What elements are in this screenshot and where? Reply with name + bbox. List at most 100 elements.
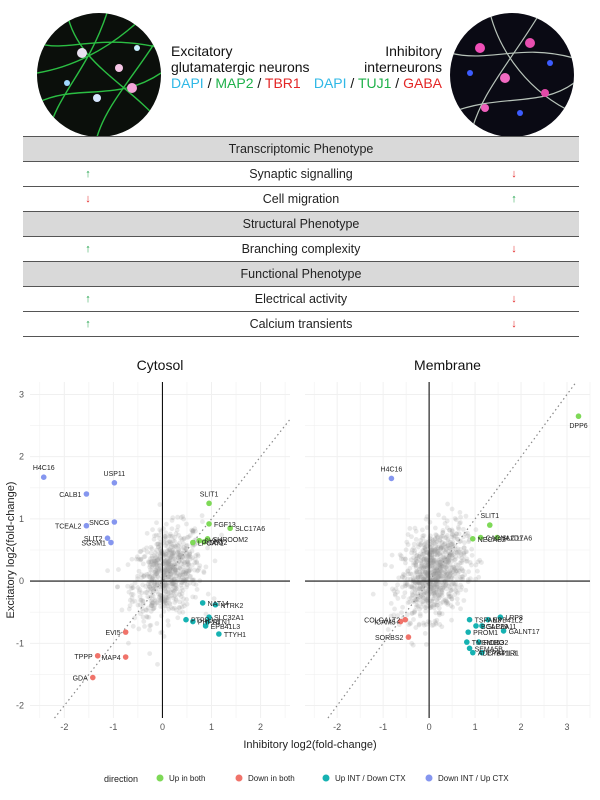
background-point: [432, 552, 438, 557]
background-point: [452, 543, 458, 549]
background-point: [152, 564, 157, 569]
background-point: [442, 544, 448, 550]
background-point: [437, 568, 443, 573]
background-point: [405, 532, 411, 537]
background-point: [168, 563, 174, 568]
background-point: [421, 576, 427, 582]
gene-label: PHF24: [198, 620, 220, 627]
background-point: [429, 585, 434, 590]
background-point: [447, 568, 453, 574]
background-point: [409, 584, 415, 590]
background-point: [418, 585, 424, 591]
background-point: [456, 569, 462, 574]
background-point: [169, 548, 175, 554]
background-point: [136, 589, 142, 595]
data-point: [466, 616, 473, 623]
background-point: [162, 559, 168, 565]
background-point: [441, 584, 447, 590]
background-point: [463, 513, 469, 519]
background-point: [423, 555, 429, 561]
background-point: [147, 581, 153, 587]
background-point: [155, 567, 160, 573]
inhibitory-arrow: ↓: [449, 236, 579, 262]
background-point: [414, 552, 420, 558]
background-point: [398, 556, 404, 562]
background-point: [417, 574, 423, 580]
background-point: [417, 585, 423, 591]
background-point: [165, 559, 171, 565]
background-point: [409, 640, 415, 646]
background-point: [449, 527, 455, 533]
background-point: [152, 569, 158, 575]
background-point: [404, 539, 410, 545]
background-point: [154, 600, 160, 606]
background-point: [428, 549, 434, 555]
gene-label: H4C16: [381, 466, 403, 473]
background-point: [129, 599, 135, 605]
background-point: [167, 569, 173, 575]
background-point: [163, 600, 169, 605]
background-point: [417, 569, 423, 575]
background-point: [441, 576, 447, 582]
inhibitory-title-line2: interneurons: [364, 59, 442, 75]
background-point: [431, 572, 436, 578]
background-point: [454, 568, 460, 574]
background-point: [408, 583, 414, 589]
background-point: [433, 570, 438, 576]
background-point: [167, 547, 173, 553]
background-point: [175, 514, 180, 520]
background-point: [408, 557, 414, 563]
background-point: [444, 555, 449, 561]
background-point: [166, 539, 172, 545]
background-point: [429, 604, 435, 610]
background-point: [165, 595, 171, 601]
background-point: [455, 590, 461, 596]
background-point: [152, 580, 157, 586]
background-point: [423, 557, 429, 563]
background-point: [162, 558, 168, 564]
background-point: [432, 525, 438, 531]
background-point: [417, 613, 423, 619]
background-point: [164, 603, 170, 609]
background-point: [164, 540, 170, 546]
background-point: [414, 558, 420, 564]
background-point: [414, 553, 420, 559]
background-point: [413, 597, 418, 603]
background-point: [180, 572, 186, 578]
x-tick-label: 1: [473, 722, 478, 732]
legend-entry: Up in both: [169, 774, 205, 783]
background-point: [191, 581, 197, 587]
background-point: [411, 617, 416, 622]
background-point: [440, 585, 446, 591]
background-point: [169, 587, 175, 592]
background-point: [418, 584, 423, 589]
background-point: [459, 574, 465, 580]
background-point: [164, 595, 170, 601]
background-point: [405, 600, 411, 606]
background-point: [164, 597, 169, 603]
background-point: [163, 553, 169, 559]
background-point: [446, 558, 451, 564]
background-point: [179, 604, 185, 610]
background-point: [184, 542, 190, 548]
excitatory-stain-list: DAPI / MAP2 / TBR1: [171, 75, 310, 91]
background-point: [179, 561, 184, 567]
background-point: [169, 581, 175, 587]
background-point: [443, 554, 449, 560]
background-point: [446, 552, 452, 557]
background-point: [162, 533, 168, 539]
background-point: [432, 541, 438, 546]
background-point: [420, 556, 426, 562]
background-point: [451, 567, 457, 573]
x-tick-label: 3: [565, 722, 570, 732]
background-point: [138, 548, 144, 554]
background-point: [389, 564, 394, 569]
gene-label: TSPAN3: [475, 618, 502, 625]
table-row: ↑ Calcium transients ↓: [23, 311, 579, 337]
background-point: [436, 588, 441, 594]
background-point: [166, 552, 172, 558]
background-point: [171, 580, 176, 586]
background-point: [129, 583, 135, 589]
background-point: [169, 552, 175, 558]
background-point: [438, 550, 444, 556]
